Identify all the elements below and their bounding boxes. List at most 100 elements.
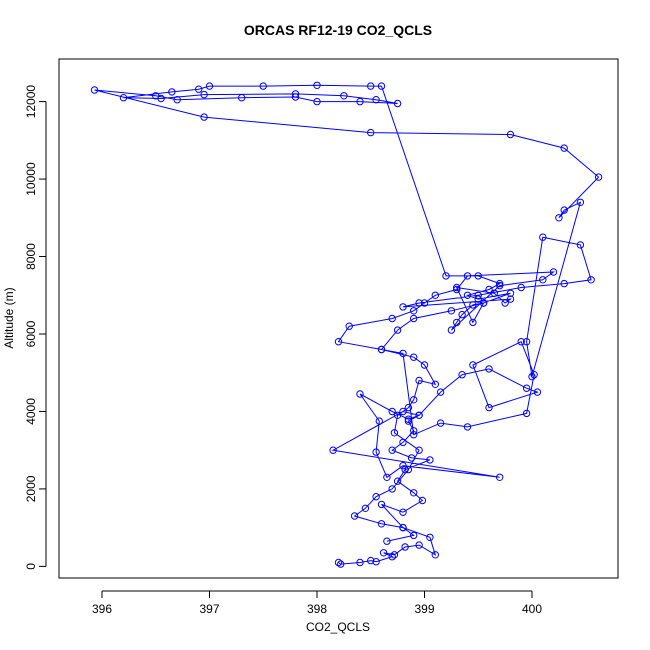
data-point	[377, 82, 386, 90]
data-point	[436, 419, 445, 427]
data-point	[442, 272, 450, 280]
data-point	[474, 295, 482, 303]
data-point	[496, 279, 504, 288]
data-point	[415, 446, 423, 454]
y-axis-title: Altitude (m)	[2, 287, 16, 348]
data-point	[458, 310, 466, 319]
data-point	[485, 285, 493, 294]
data-point	[506, 289, 515, 297]
data-point	[560, 144, 568, 152]
y-tick-label: 6000	[24, 320, 38, 347]
x-axis: 396 397 398 399 400	[92, 590, 542, 616]
data-point	[560, 206, 568, 214]
data-point	[367, 556, 375, 565]
data-point	[469, 318, 477, 327]
data-point	[375, 417, 383, 425]
data-point	[377, 500, 386, 509]
data-point	[119, 94, 128, 102]
data-point	[379, 549, 388, 557]
data-point	[361, 504, 370, 512]
data-point	[399, 349, 407, 358]
data-point	[200, 90, 208, 99]
data-point	[377, 520, 386, 528]
data-point	[157, 94, 165, 103]
data-point	[415, 299, 423, 307]
data-point	[173, 96, 181, 104]
data-point	[372, 558, 380, 566]
data-point	[463, 423, 472, 431]
data-point	[383, 473, 391, 481]
data-point	[356, 558, 364, 567]
data-point	[388, 407, 396, 416]
data-point	[576, 241, 585, 249]
data-point	[399, 407, 407, 416]
data-point	[420, 299, 429, 307]
data-point	[168, 88, 176, 96]
data-point	[407, 454, 416, 462]
data-point	[259, 82, 267, 90]
data-point	[388, 553, 396, 561]
data-point	[388, 485, 396, 493]
data-point	[410, 314, 418, 323]
data-point	[410, 489, 418, 497]
data-point	[393, 477, 402, 485]
data-point	[415, 541, 423, 549]
data-point	[506, 295, 515, 303]
data-point	[200, 113, 208, 121]
y-tick-label: 0	[24, 563, 38, 570]
data-point	[479, 299, 488, 307]
data-point	[522, 338, 531, 346]
data-point	[587, 276, 595, 284]
x-axis-title: CO2_QCLS	[306, 620, 370, 634]
data-point	[90, 86, 99, 94]
data-point	[410, 531, 418, 540]
data-point	[372, 448, 380, 456]
data-point	[555, 214, 563, 222]
data-point	[372, 96, 380, 104]
data-point	[410, 353, 418, 361]
data-point	[195, 85, 203, 93]
data-point	[372, 493, 380, 501]
data-point	[404, 417, 413, 425]
data-point	[496, 473, 504, 481]
data-series	[90, 81, 603, 568]
data-point	[469, 361, 477, 369]
data-point	[447, 307, 456, 315]
data-point	[393, 99, 402, 108]
data-point	[496, 281, 504, 290]
data-point	[453, 285, 461, 294]
data-point	[388, 314, 396, 323]
data-point	[474, 291, 482, 299]
data-point	[506, 130, 515, 139]
data-point	[291, 90, 300, 98]
data-point	[549, 268, 558, 276]
data-point	[401, 543, 409, 551]
x-tick-label: 400	[522, 602, 542, 616]
data-point	[345, 322, 353, 330]
x-tick-label: 398	[307, 602, 327, 616]
data-point	[404, 415, 413, 423]
data-point	[469, 301, 477, 309]
data-point	[291, 93, 300, 101]
data-point	[334, 558, 343, 567]
x-tick-label: 397	[199, 602, 219, 616]
data-point	[426, 456, 434, 464]
data-point	[426, 533, 434, 541]
data-point	[356, 390, 364, 398]
data-point	[337, 560, 345, 568]
data-point	[463, 272, 472, 280]
series-line	[94, 84, 600, 565]
data-point	[329, 446, 337, 454]
y-tick-label: 4000	[24, 398, 38, 425]
data-point	[415, 376, 423, 385]
data-point	[388, 446, 396, 454]
data-point	[418, 496, 427, 505]
data-point	[522, 409, 531, 418]
data-point	[458, 371, 466, 379]
data-point	[474, 272, 482, 280]
data-point	[560, 279, 568, 288]
data-point	[410, 396, 418, 404]
plot-area-frame	[58, 58, 619, 579]
y-tick-label: 2000	[24, 475, 38, 502]
data-point	[453, 318, 461, 327]
